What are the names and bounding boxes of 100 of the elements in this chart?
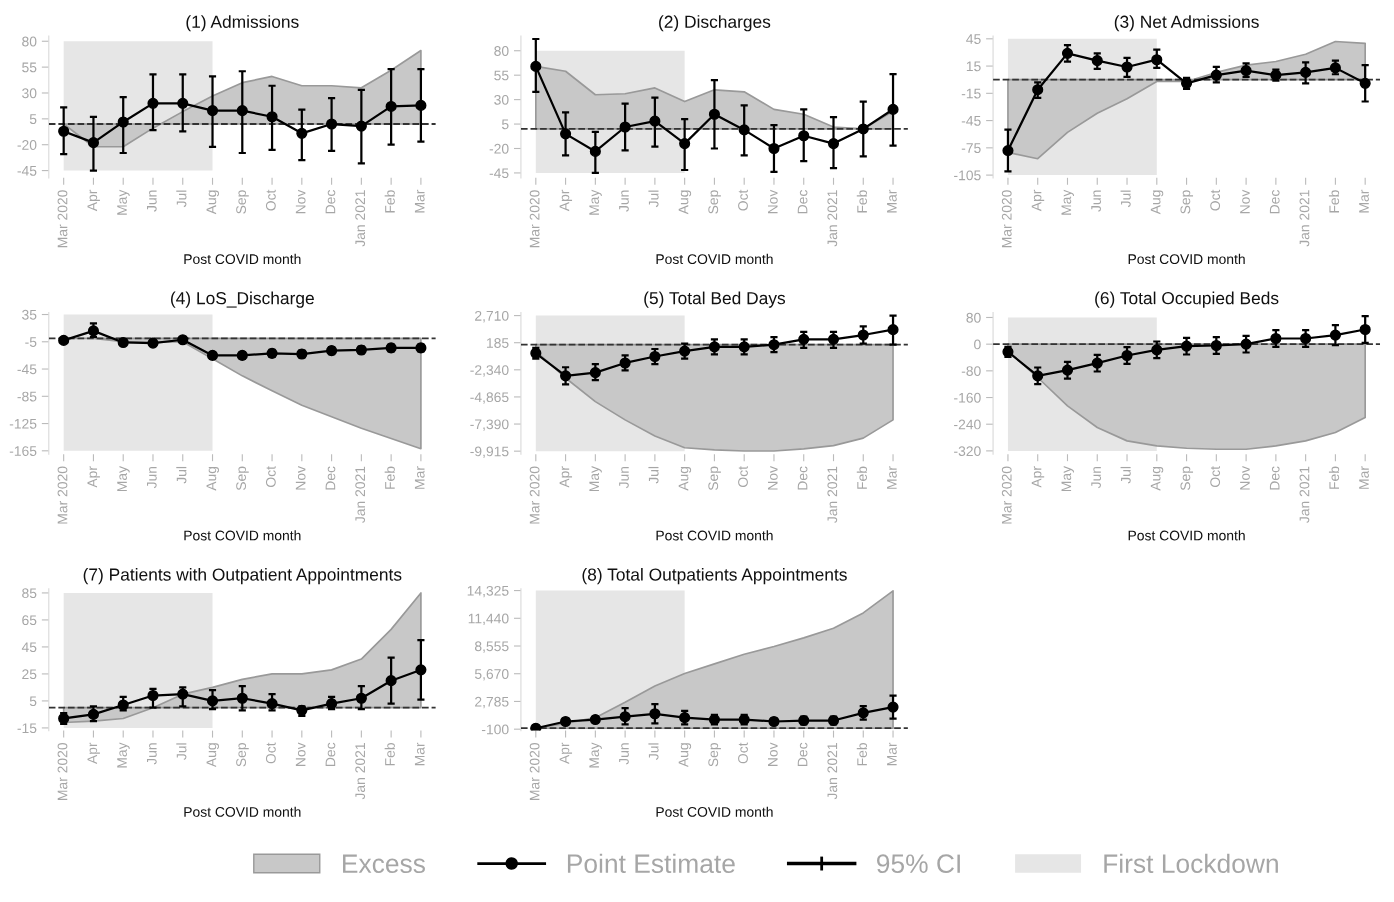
y-tick-label: 14,325 — [467, 585, 509, 598]
x-tick-label: Sep — [236, 466, 249, 491]
point — [177, 334, 189, 346]
x-tick-label: Apr — [1031, 466, 1045, 488]
x-tick-label: Jan 2021 — [827, 743, 838, 800]
point — [1210, 69, 1222, 81]
point — [768, 142, 780, 155]
x-tick-label: Sep — [236, 743, 249, 767]
y-tick-label: 80 — [966, 312, 981, 323]
x-tick-label: Aug — [206, 190, 219, 215]
x-tick-label: Sep — [1180, 190, 1194, 214]
point — [530, 60, 542, 72]
x-tick-label: Jan 2021 — [1299, 466, 1310, 523]
x-tick-label: Dec — [797, 742, 808, 766]
x-tick-label: Sep — [708, 466, 721, 491]
x-tick-label: Jul — [1120, 190, 1131, 208]
x-tick-label: Nov — [1240, 189, 1250, 214]
y-tick-label: 5 — [29, 696, 37, 707]
y-tick-label: -15 — [961, 88, 981, 99]
x-tick-label: Feb — [384, 190, 395, 213]
y-tick-label: 11,440 — [468, 613, 509, 626]
x-tick-label: Aug — [678, 190, 692, 215]
y-tick-label: -7,390 — [470, 419, 509, 431]
x-tick-label: Mar 2020 — [529, 466, 540, 524]
x-tick-label: Jan 2021 — [1299, 190, 1310, 247]
point — [1032, 370, 1044, 382]
x-tick-label: Dec — [1269, 189, 1280, 214]
x-tick-label: Oct — [738, 189, 748, 211]
x-tick-label: Mar — [414, 742, 425, 766]
x-tick-label: May — [117, 466, 130, 492]
x-tick-label: Feb — [1328, 190, 1340, 213]
x-tick-label: Jul — [648, 743, 659, 760]
chart-title: (5) Total Bed Days — [644, 291, 786, 308]
x-tick-label: Sep — [1180, 466, 1194, 491]
x-tick-label: Mar 2020 — [529, 742, 540, 800]
x-tick-label: Aug — [206, 466, 219, 491]
point — [177, 97, 189, 109]
y-tick-label: 85 — [22, 588, 37, 599]
y-tick-label: -105 — [954, 170, 981, 181]
x-tick-label: Nov — [295, 466, 306, 490]
y-tick-label: 30 — [22, 88, 37, 99]
x-tick-label: Jan 2021 — [827, 466, 838, 523]
x-tick-label: Aug — [1150, 190, 1164, 215]
point — [117, 336, 129, 349]
point — [560, 128, 572, 140]
point — [887, 103, 899, 115]
point — [266, 698, 278, 710]
x-axis-title: Post COVID month — [656, 806, 773, 817]
y-tick-label: 2,785 — [475, 696, 509, 709]
y-tick-label: -45 — [17, 166, 37, 176]
x-tick-label: Sep — [236, 190, 249, 214]
point — [385, 675, 397, 687]
y-tick-label: 80 — [22, 36, 37, 47]
chart-title: (6) Total Occupied Beds — [1095, 291, 1279, 308]
x-tick-label: Feb — [856, 190, 867, 213]
y-tick-label: -45 — [489, 168, 509, 179]
x-tick-label: Apr — [87, 466, 100, 488]
x-axis-title: Post COVID month — [184, 253, 301, 265]
x-tick-label: Oct — [265, 189, 276, 211]
point — [708, 108, 720, 120]
point — [1240, 338, 1252, 350]
point — [649, 115, 661, 127]
x-tick-label: Mar — [1359, 189, 1369, 213]
point — [1359, 323, 1371, 336]
y-tick-label: 55 — [22, 62, 37, 73]
x-tick-label: Dec — [1269, 466, 1280, 490]
y-tick-label: -4,865 — [470, 392, 509, 404]
point — [415, 99, 427, 111]
x-tick-label: Mar 2020 — [57, 190, 68, 248]
y-tick-label: -320 — [954, 446, 981, 457]
x-tick-label: May — [1061, 466, 1074, 492]
x-tick-label: Jun — [1091, 190, 1101, 212]
point — [1002, 145, 1014, 157]
point — [679, 138, 691, 150]
y-tick-label: -160 — [954, 392, 981, 403]
point — [87, 137, 99, 149]
y-tick-label: -9,915 — [470, 446, 509, 458]
y-tick-label: -240 — [954, 419, 981, 430]
x-tick-label: Jul — [176, 190, 187, 208]
x-tick-label: Aug — [206, 743, 219, 768]
text: 95% CI — [877, 854, 960, 874]
y-tick-label: -125 — [9, 418, 37, 429]
y-tick-label: 0 — [974, 339, 981, 350]
chart-title: (7) Patients with Outpatient Appointments — [83, 567, 402, 585]
point — [415, 664, 427, 676]
y-tick-label: -75 — [961, 143, 981, 154]
x-tick-label: Jan 2021 — [827, 190, 838, 247]
y-tick-label: -20 — [17, 140, 37, 150]
x-tick-label: Jun — [619, 743, 629, 765]
y-tick-label: -165 — [9, 446, 37, 456]
point — [1061, 364, 1074, 376]
x-tick-label: Aug — [678, 466, 692, 491]
y-tick-label: -15 — [17, 723, 37, 734]
x-tick-label: Mar 2020 — [1001, 190, 1012, 248]
x-tick-label: Aug — [678, 743, 692, 768]
legend-label: Point Estimate — [567, 853, 735, 874]
y-tick-label: 2,710 — [475, 310, 509, 323]
x-tick-label: Oct — [265, 742, 276, 764]
point — [589, 145, 601, 157]
y-tick-label: 80 — [494, 46, 509, 56]
